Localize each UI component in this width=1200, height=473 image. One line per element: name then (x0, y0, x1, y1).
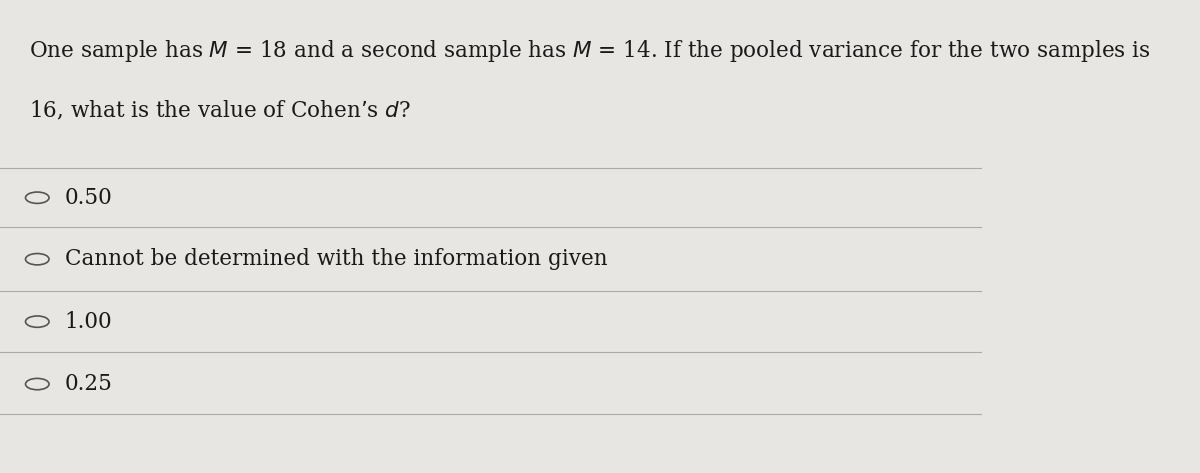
Text: 16, what is the value of Cohen’s $d$?: 16, what is the value of Cohen’s $d$? (30, 99, 412, 123)
Text: 0.25: 0.25 (65, 373, 113, 395)
Text: 0.50: 0.50 (65, 187, 113, 209)
Text: 1.00: 1.00 (65, 311, 113, 333)
Text: Cannot be determined with the information given: Cannot be determined with the informatio… (65, 248, 607, 270)
Text: One sample has $M$ = 18 and a second sample has $M$ = 14. If the pooled variance: One sample has $M$ = 18 and a second sam… (30, 38, 1151, 64)
